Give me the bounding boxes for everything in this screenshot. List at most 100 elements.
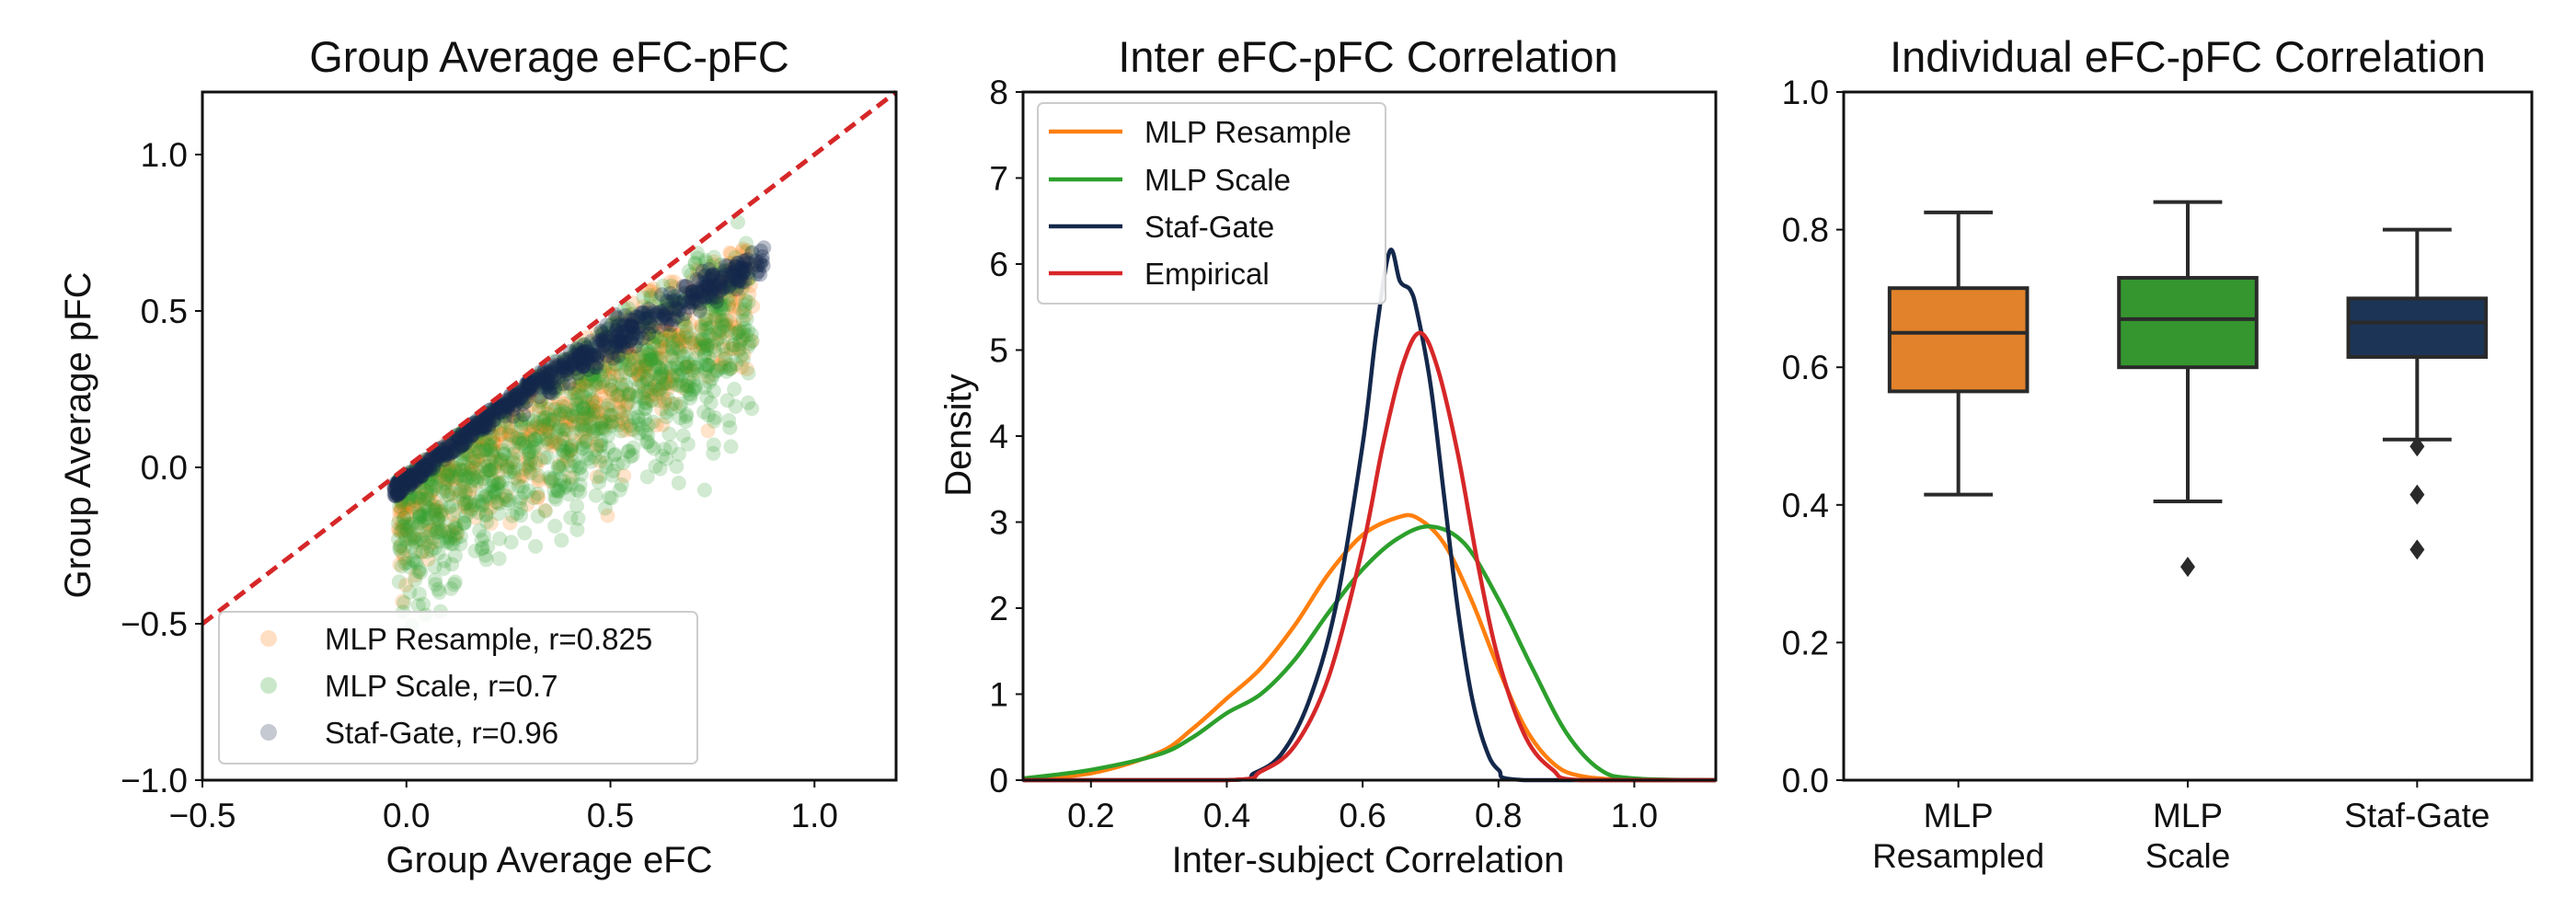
scatter-point: [600, 401, 615, 416]
scatter-point: [508, 397, 523, 412]
scatter-point: [744, 333, 760, 349]
scatter-point: [469, 473, 484, 489]
scatter-point: [718, 264, 733, 280]
scatter-point: [679, 360, 694, 375]
scatter-point: [571, 365, 587, 381]
scatter-point: [529, 415, 545, 431]
scatter-point: [471, 423, 487, 439]
scatter-point: [410, 490, 425, 506]
density-xtick-label: 0.4: [1203, 797, 1250, 834]
scatter-point: [500, 400, 516, 416]
scatter-point: [390, 476, 405, 491]
scatter-point: [586, 423, 602, 439]
scatter-point: [600, 330, 615, 346]
scatter-point: [671, 476, 686, 490]
density-lines: [1022, 247, 1717, 783]
scatter-point: [706, 267, 721, 282]
scatter-point: [395, 477, 410, 493]
scatter-point: [537, 502, 553, 518]
scatter-point: [707, 325, 723, 340]
scatter-point: [390, 486, 406, 501]
scatter-point: [622, 356, 638, 372]
scatter-point: [565, 415, 581, 431]
scatter-point: [486, 483, 501, 499]
scatter-point: [633, 359, 649, 374]
scatter-point: [636, 391, 651, 407]
scatter-point: [480, 417, 496, 432]
scatter-point: [655, 278, 671, 293]
scatter-point: [549, 400, 565, 415]
scatter-point: [721, 277, 737, 293]
scatter-point: [406, 552, 421, 568]
scatter-point: [638, 359, 654, 374]
scatter-point: [457, 467, 473, 483]
scatter-point: [599, 459, 615, 475]
scatter-point: [562, 365, 577, 381]
scatter-point: [454, 439, 469, 454]
scatter-point: [485, 473, 500, 489]
scatter-point: [413, 486, 429, 501]
scatter-point: [402, 487, 418, 501]
density-legend: MLP Resample MLP Scale Staf-Gate Empiric…: [1037, 102, 1386, 305]
scatter-point: [523, 466, 538, 481]
scatter-point: [397, 511, 412, 526]
scatter-point: [397, 477, 412, 492]
scatter-panel: Group Average eFC-pFC Group Average eFC …: [58, 32, 898, 880]
scatter-point: [404, 467, 420, 483]
scatter-point: [435, 484, 451, 500]
scatter-xtick-label: 1.0: [791, 797, 838, 834]
scatter-point: [425, 483, 441, 498]
scatter-point: [480, 407, 496, 422]
scatter-point: [703, 395, 719, 410]
scatter-point: [678, 318, 694, 334]
scatter-point: [410, 465, 426, 480]
scatter-point: [490, 476, 505, 491]
scatter-point: [690, 332, 706, 348]
scatter-point: [394, 493, 409, 509]
scatter-point: [426, 464, 442, 479]
scatter-point: [415, 462, 431, 477]
scatter-point: [703, 272, 719, 288]
scatter-point: [644, 299, 660, 315]
scatter-point: [422, 472, 438, 487]
scatter-point: [552, 375, 568, 391]
scatter-point: [699, 357, 715, 373]
scatter-point: [580, 410, 594, 426]
scatter-point: [535, 382, 550, 397]
scatter-point: [643, 290, 659, 305]
scatter-point: [454, 425, 470, 441]
scatter-point: [558, 362, 573, 378]
scatter-point: [578, 390, 593, 405]
scatter-point: [700, 285, 716, 301]
scatter-point: [669, 356, 684, 372]
scatter-point: [580, 351, 595, 366]
scatter-point: [512, 434, 527, 450]
scatter-point: [735, 351, 751, 367]
scatter-point: [528, 431, 544, 447]
scatter-point: [418, 519, 433, 534]
scatter-point: [705, 267, 720, 282]
scatter-point: [742, 270, 756, 286]
scatter-point: [485, 406, 500, 421]
scatter-point: [553, 428, 569, 443]
scatter-point: [451, 427, 466, 443]
scatter-point: [573, 422, 589, 438]
scatter-point: [622, 322, 638, 338]
scatter-point: [611, 417, 627, 432]
scatter-point: [673, 374, 689, 389]
scatter-point: [421, 458, 437, 473]
scatter-point: [654, 322, 670, 338]
scatter-point: [398, 484, 414, 499]
scatter-point: [672, 302, 687, 317]
scatter-point: [397, 527, 413, 543]
scatter-point: [477, 431, 493, 446]
scatter-point: [678, 359, 694, 374]
scatter-point: [556, 422, 570, 438]
scatter-point: [698, 293, 714, 309]
scatter-point: [503, 387, 519, 402]
scatter-point: [516, 383, 532, 398]
scatter-point: [596, 324, 612, 339]
scatter-point: [670, 368, 685, 384]
scatter-point: [434, 507, 450, 523]
scatter-point: [660, 301, 675, 316]
